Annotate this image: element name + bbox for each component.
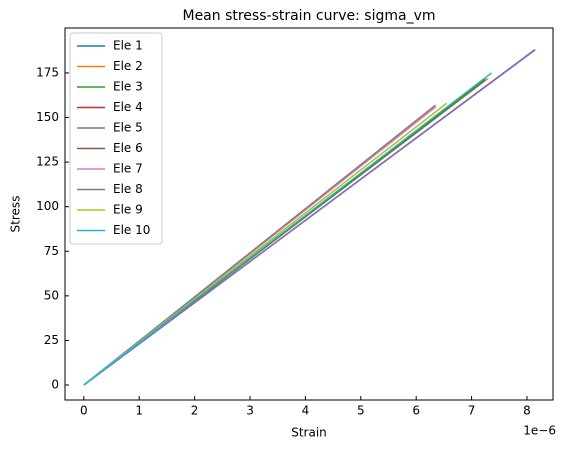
y-tick-label: 50 xyxy=(44,288,59,302)
y-axis-label: Stress xyxy=(9,196,23,233)
legend-label: Ele 8 xyxy=(113,182,143,196)
x-tick-label: 7 xyxy=(468,404,476,418)
x-tick-label: 0 xyxy=(80,404,88,418)
plot-frame xyxy=(64,27,554,401)
x-tick-label: 2 xyxy=(191,404,199,418)
y-tick-label: 175 xyxy=(36,65,59,79)
chart-title: Mean stress-strain curve: sigma_vm xyxy=(182,8,435,24)
x-tick-label: 3 xyxy=(246,404,254,418)
y-tick-label: 150 xyxy=(36,110,59,124)
legend-label: Ele 2 xyxy=(113,59,143,73)
legend-label: Ele 5 xyxy=(113,121,143,135)
legend-label: Ele 9 xyxy=(113,203,143,217)
x-tick-label: 4 xyxy=(302,404,310,418)
legend-box xyxy=(69,32,163,245)
legend-label: Ele 4 xyxy=(113,100,143,114)
x-tick-label: 1 xyxy=(135,404,143,418)
y-tick-label: 125 xyxy=(36,155,59,169)
x-tick-label: 8 xyxy=(523,404,531,418)
x-tick-label: 6 xyxy=(412,404,420,418)
y-tick-label: 75 xyxy=(44,244,59,258)
x-axis-label: Strain xyxy=(291,426,327,440)
legend-label: Ele 1 xyxy=(113,39,143,53)
y-tick-label: 0 xyxy=(51,378,59,392)
legend-label: Ele 3 xyxy=(113,80,143,94)
legend-label: Ele 7 xyxy=(113,162,143,176)
y-tick-label: 100 xyxy=(36,199,59,213)
legend-label: Ele 10 xyxy=(113,223,150,237)
series-line xyxy=(83,72,492,386)
x-offset-label: 1e−6 xyxy=(523,424,556,438)
x-tick-label: 5 xyxy=(357,404,365,418)
y-tick-label: 25 xyxy=(44,333,59,347)
series-line xyxy=(83,49,536,386)
legend-label: Ele 6 xyxy=(113,141,143,155)
series-line xyxy=(83,104,437,386)
